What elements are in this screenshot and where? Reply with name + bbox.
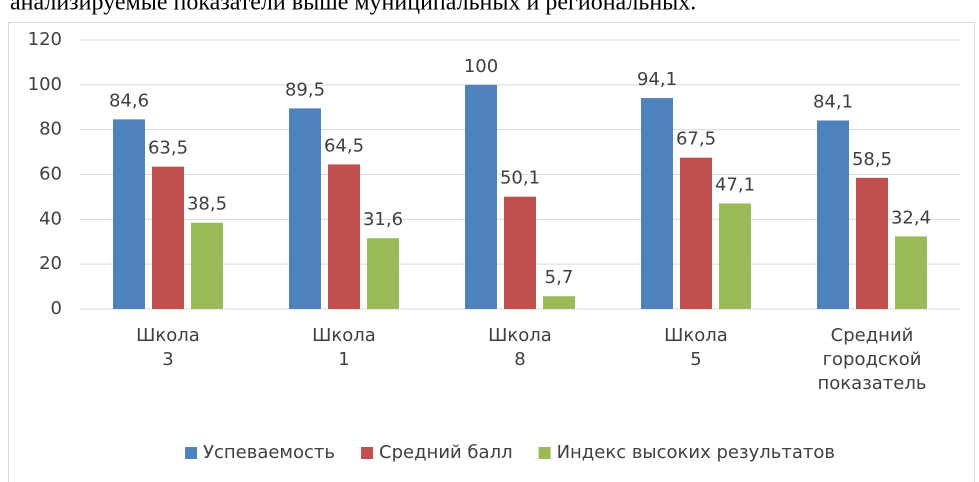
- legend-swatch: [185, 447, 198, 459]
- legend-label: Индекс высоких результатов: [557, 442, 835, 463]
- bar: [328, 164, 360, 309]
- bar: [191, 222, 223, 309]
- data-label: 63,5: [148, 138, 188, 159]
- data-label: 84,6: [109, 90, 149, 111]
- bar: [680, 157, 712, 309]
- x-tick-label: Школа 3: [136, 325, 200, 370]
- bar: [817, 120, 849, 309]
- chart-frame: [8, 22, 975, 482]
- bar: [465, 84, 497, 309]
- x-tick-label: Школа 5: [664, 325, 728, 370]
- data-label: 5,7: [545, 267, 574, 288]
- x-tick-label: Школа 8: [488, 325, 552, 370]
- bar: [719, 203, 751, 309]
- bar: [289, 108, 321, 309]
- data-label: 58,5: [852, 149, 892, 170]
- data-label: 32,4: [891, 207, 931, 228]
- y-tick-label: 60: [39, 164, 62, 185]
- document-text: анализируемые показатели выше муниципаль…: [10, 0, 696, 16]
- x-tick-label: Школа 1: [312, 325, 376, 370]
- bar: [113, 119, 145, 309]
- x-tick-label: Средний городской показатель: [818, 325, 927, 394]
- y-tick-label: 120: [28, 29, 62, 50]
- y-tick-label: 80: [39, 119, 62, 140]
- data-label: 31,6: [363, 209, 403, 230]
- data-label: 84,1: [813, 91, 853, 112]
- y-tick-label: 100: [28, 74, 62, 95]
- bar: [641, 98, 673, 309]
- y-tick-label: 20: [39, 253, 62, 274]
- legend-label: Средний балл: [379, 442, 513, 463]
- data-label: 47,1: [715, 174, 755, 195]
- bar: [504, 196, 536, 309]
- data-label: 50,1: [500, 168, 540, 189]
- legend-label: Успеваемость: [203, 442, 335, 463]
- data-label: 67,5: [676, 129, 716, 150]
- data-label: 94,1: [637, 69, 677, 90]
- bar: [856, 177, 888, 309]
- bar: [543, 296, 575, 309]
- y-tick-label: 0: [51, 298, 62, 319]
- data-label: 64,5: [324, 135, 364, 156]
- legend-swatch: [538, 447, 551, 459]
- data-label: 38,5: [187, 194, 227, 215]
- data-label: 100: [464, 56, 498, 77]
- bar: [367, 238, 399, 309]
- bar: [895, 236, 927, 309]
- data-label: 89,5: [285, 79, 325, 100]
- legend-swatch: [361, 447, 374, 459]
- bar: [152, 166, 184, 309]
- y-tick-label: 40: [39, 208, 62, 229]
